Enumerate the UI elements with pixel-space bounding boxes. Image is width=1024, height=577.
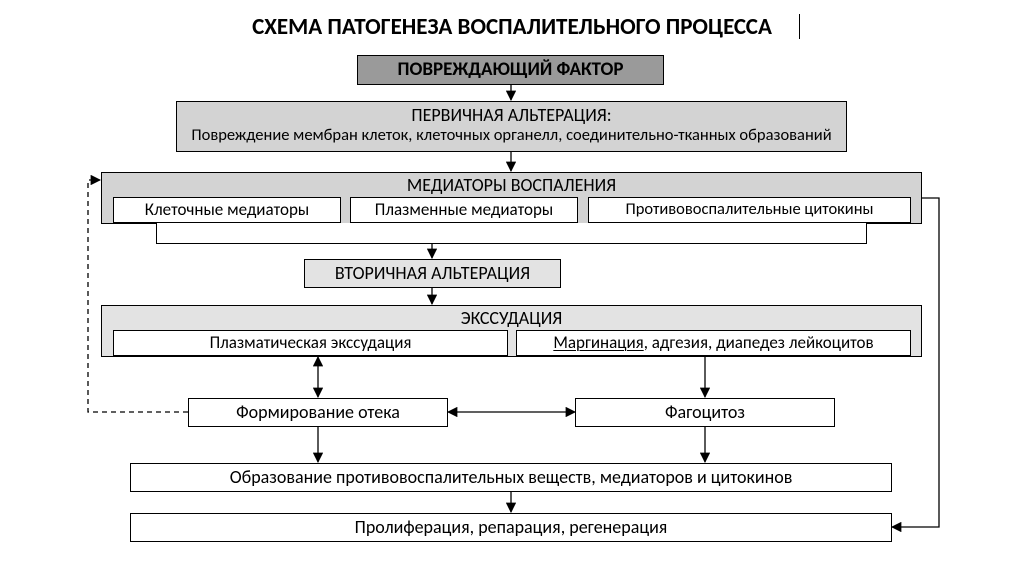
text-cursor	[799, 14, 800, 39]
node-damaging-factor: ПОВРЕЖДАЮЩИЙ ФАКТОР	[357, 55, 664, 85]
node-mediators-cytokines: Противовоспалительные цитокины	[588, 197, 911, 223]
node-proliferation: Пролиферация, репарация, регенерация	[130, 513, 892, 542]
underlined-word: Маргинация	[553, 332, 643, 353]
node-label: Фагоцитоз	[576, 399, 834, 426]
node-phagocytosis: Фагоцитоз	[575, 398, 835, 427]
diagram-title: СХЕМА ПАТОГЕНЕЗА ВОСПАЛИТЕЛЬНОГО ПРОЦЕСС…	[137, 13, 887, 41]
node-label: ПОВРЕЖДАЮЩИЙ ФАКТОР	[358, 56, 663, 84]
node-exudation-plasmatic: Плазматическая экссудация	[113, 330, 508, 356]
node-exudation-margination: Маргинация, адгезия, диапедез лейкоцитов	[516, 330, 911, 356]
node-primary-alteration: ПЕРВИЧНАЯ АЛЬТЕРАЦИЯ: Повреждение мембра…	[176, 101, 847, 152]
node-edema: Формирование отека	[188, 398, 448, 427]
node-label: Плазматическая экссудация	[114, 330, 507, 356]
node-secondary-alteration: ВТОРИЧНАЯ АЛЬТЕРАЦИЯ	[304, 259, 561, 288]
node-body: Повреждение мембран клеток, клеточных ор…	[177, 126, 846, 145]
node-label: Пролиферация, репарация, регенерация	[131, 514, 891, 541]
node-label: Маргинация, адгезия, диапедез лейкоцитов	[517, 330, 910, 356]
node-mediators-title: МЕДИАТОРЫ ВОСПАЛЕНИЯ	[102, 175, 921, 196]
node-label: Формирование отека	[189, 399, 447, 426]
node-subtitle: ПЕРВИЧНАЯ АЛЬТЕРАЦИЯ:	[177, 105, 846, 126]
node-mediators-plasma: Плазменные медиаторы	[350, 197, 578, 223]
title-text: СХЕМА ПАТОГЕНЕЗА ВОСПАЛИТЕЛЬНОГО ПРОЦЕСС…	[252, 13, 772, 41]
node-label: Противовоспалительные цитокины	[589, 197, 910, 222]
node-mediators-strip	[156, 223, 867, 244]
node-label: Клеточные медиаторы	[114, 197, 340, 223]
node-exudation-title: ЭКССУДАЦИЯ	[102, 308, 921, 329]
node-label: ВТОРИЧНАЯ АЛЬТЕРАЦИЯ	[305, 260, 560, 287]
node-formation: Образование противовоспалительных вещест…	[130, 463, 892, 492]
rest-text: , адгезия, диапедез лейкоцитов	[644, 332, 874, 353]
node-label: Плазменные медиаторы	[351, 197, 577, 223]
node-label: Образование противовоспалительных вещест…	[131, 464, 891, 491]
node-mediators-cellular: Клеточные медиаторы	[113, 197, 341, 223]
